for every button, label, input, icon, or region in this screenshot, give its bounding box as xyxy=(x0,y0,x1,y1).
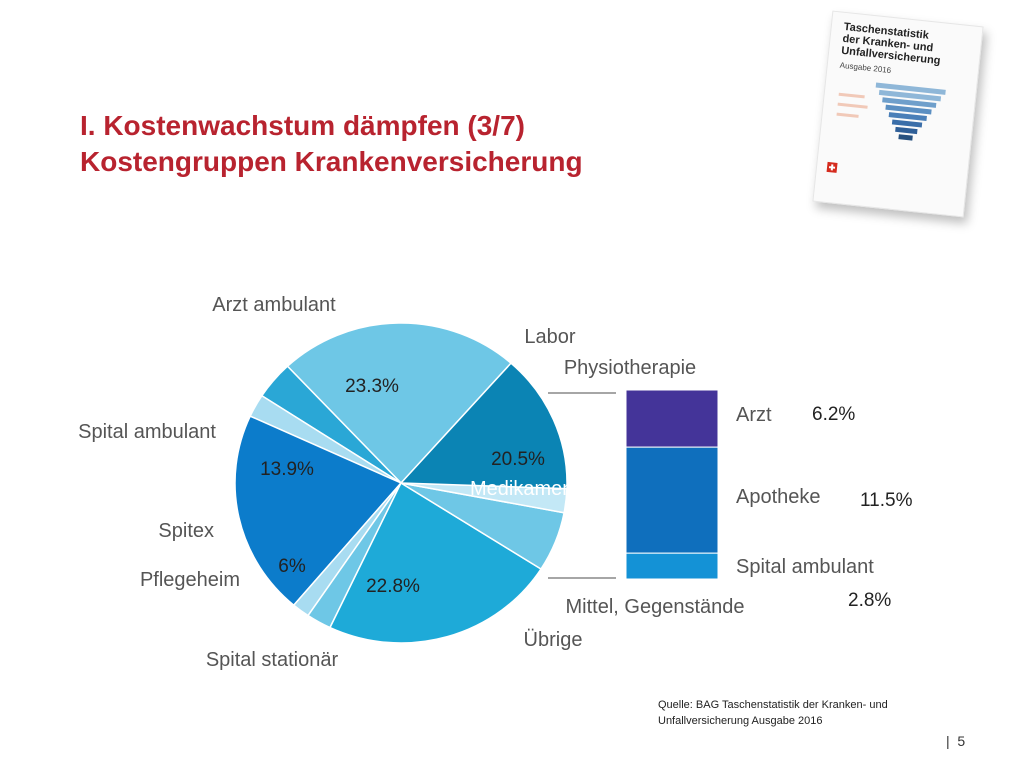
pie-category-label: Spital stationär xyxy=(206,649,339,671)
bar-segment-2 xyxy=(625,446,719,554)
pie-category-label: Pflegeheim xyxy=(140,569,240,591)
pie-category-label: Arzt ambulant xyxy=(212,294,336,316)
pie-slice-spital-stationär xyxy=(328,481,543,644)
cover-pyramid-bars xyxy=(836,82,946,141)
bar-value-label: 6.2% xyxy=(812,404,855,425)
pie-category-label: Spital ambulant xyxy=(78,421,216,443)
cover-graphic xyxy=(836,82,946,141)
source-line1: Quelle: BAG Taschenstatistik der Kranken… xyxy=(658,699,888,711)
page-separator: | xyxy=(946,733,950,749)
pie-inner-label: Medikamente xyxy=(470,478,590,500)
pie-value-label: 22.8% xyxy=(366,576,420,597)
slide-title-line2: Kostengruppen Krankenversicherung xyxy=(80,146,583,177)
pie-value-label: 20.5% xyxy=(491,449,545,470)
source-note: Quelle: BAG Taschenstatistik der Kranken… xyxy=(658,697,958,729)
bar-category-label: Arzt xyxy=(736,404,772,426)
pie-slice-medikamente xyxy=(234,415,403,607)
pie-category-label: Übrige xyxy=(524,629,583,651)
pie-category-label: Spitex xyxy=(158,520,214,542)
pie-value-label: 13.9% xyxy=(260,459,314,480)
pie-value-label: 23.3% xyxy=(345,376,399,397)
bar-value-label: 11.5% xyxy=(860,490,913,511)
page-number-value: 5 xyxy=(957,733,966,749)
bar-segment-1 xyxy=(625,389,719,448)
bar-category-label: Apotheke xyxy=(736,486,821,508)
slide-title-line1: I. Kostenwachstum dämpfen (3/7) xyxy=(80,110,525,141)
source-line2: Unfallversicherung Ausgabe 2016 xyxy=(658,715,823,727)
pie-slice-spital-ambulant xyxy=(399,362,568,490)
pie-category-label: Physiotherapie xyxy=(564,357,696,379)
chart-labels: Arzt ambulant 23.3% Labor Physiotherapie 20.… xyxy=(78,294,744,671)
pie-value-label: 6% xyxy=(278,556,306,577)
publication-cover-image: Taschenstatistik der Kranken- und Unfall… xyxy=(812,10,984,218)
page-number: | 5 xyxy=(946,733,965,749)
pie-category-label: Labor xyxy=(524,326,575,348)
bar-category-label: Spital ambulant xyxy=(736,556,874,578)
bar-value-label: 2.8% xyxy=(848,590,891,611)
stacked-bar-chart: Arzt 6.2% Apotheke 11.5% Spital ambulant 2.8% xyxy=(625,389,913,611)
pie-slice-arzt-ambulant xyxy=(286,322,513,485)
pie-category-label: Mittel, Gegenstände xyxy=(566,596,745,618)
bar-segment-3 xyxy=(625,552,719,580)
pie-chart xyxy=(234,322,568,644)
slide-title: I. Kostenwachstum dämpfen (3/7) Kostengr… xyxy=(80,108,583,180)
